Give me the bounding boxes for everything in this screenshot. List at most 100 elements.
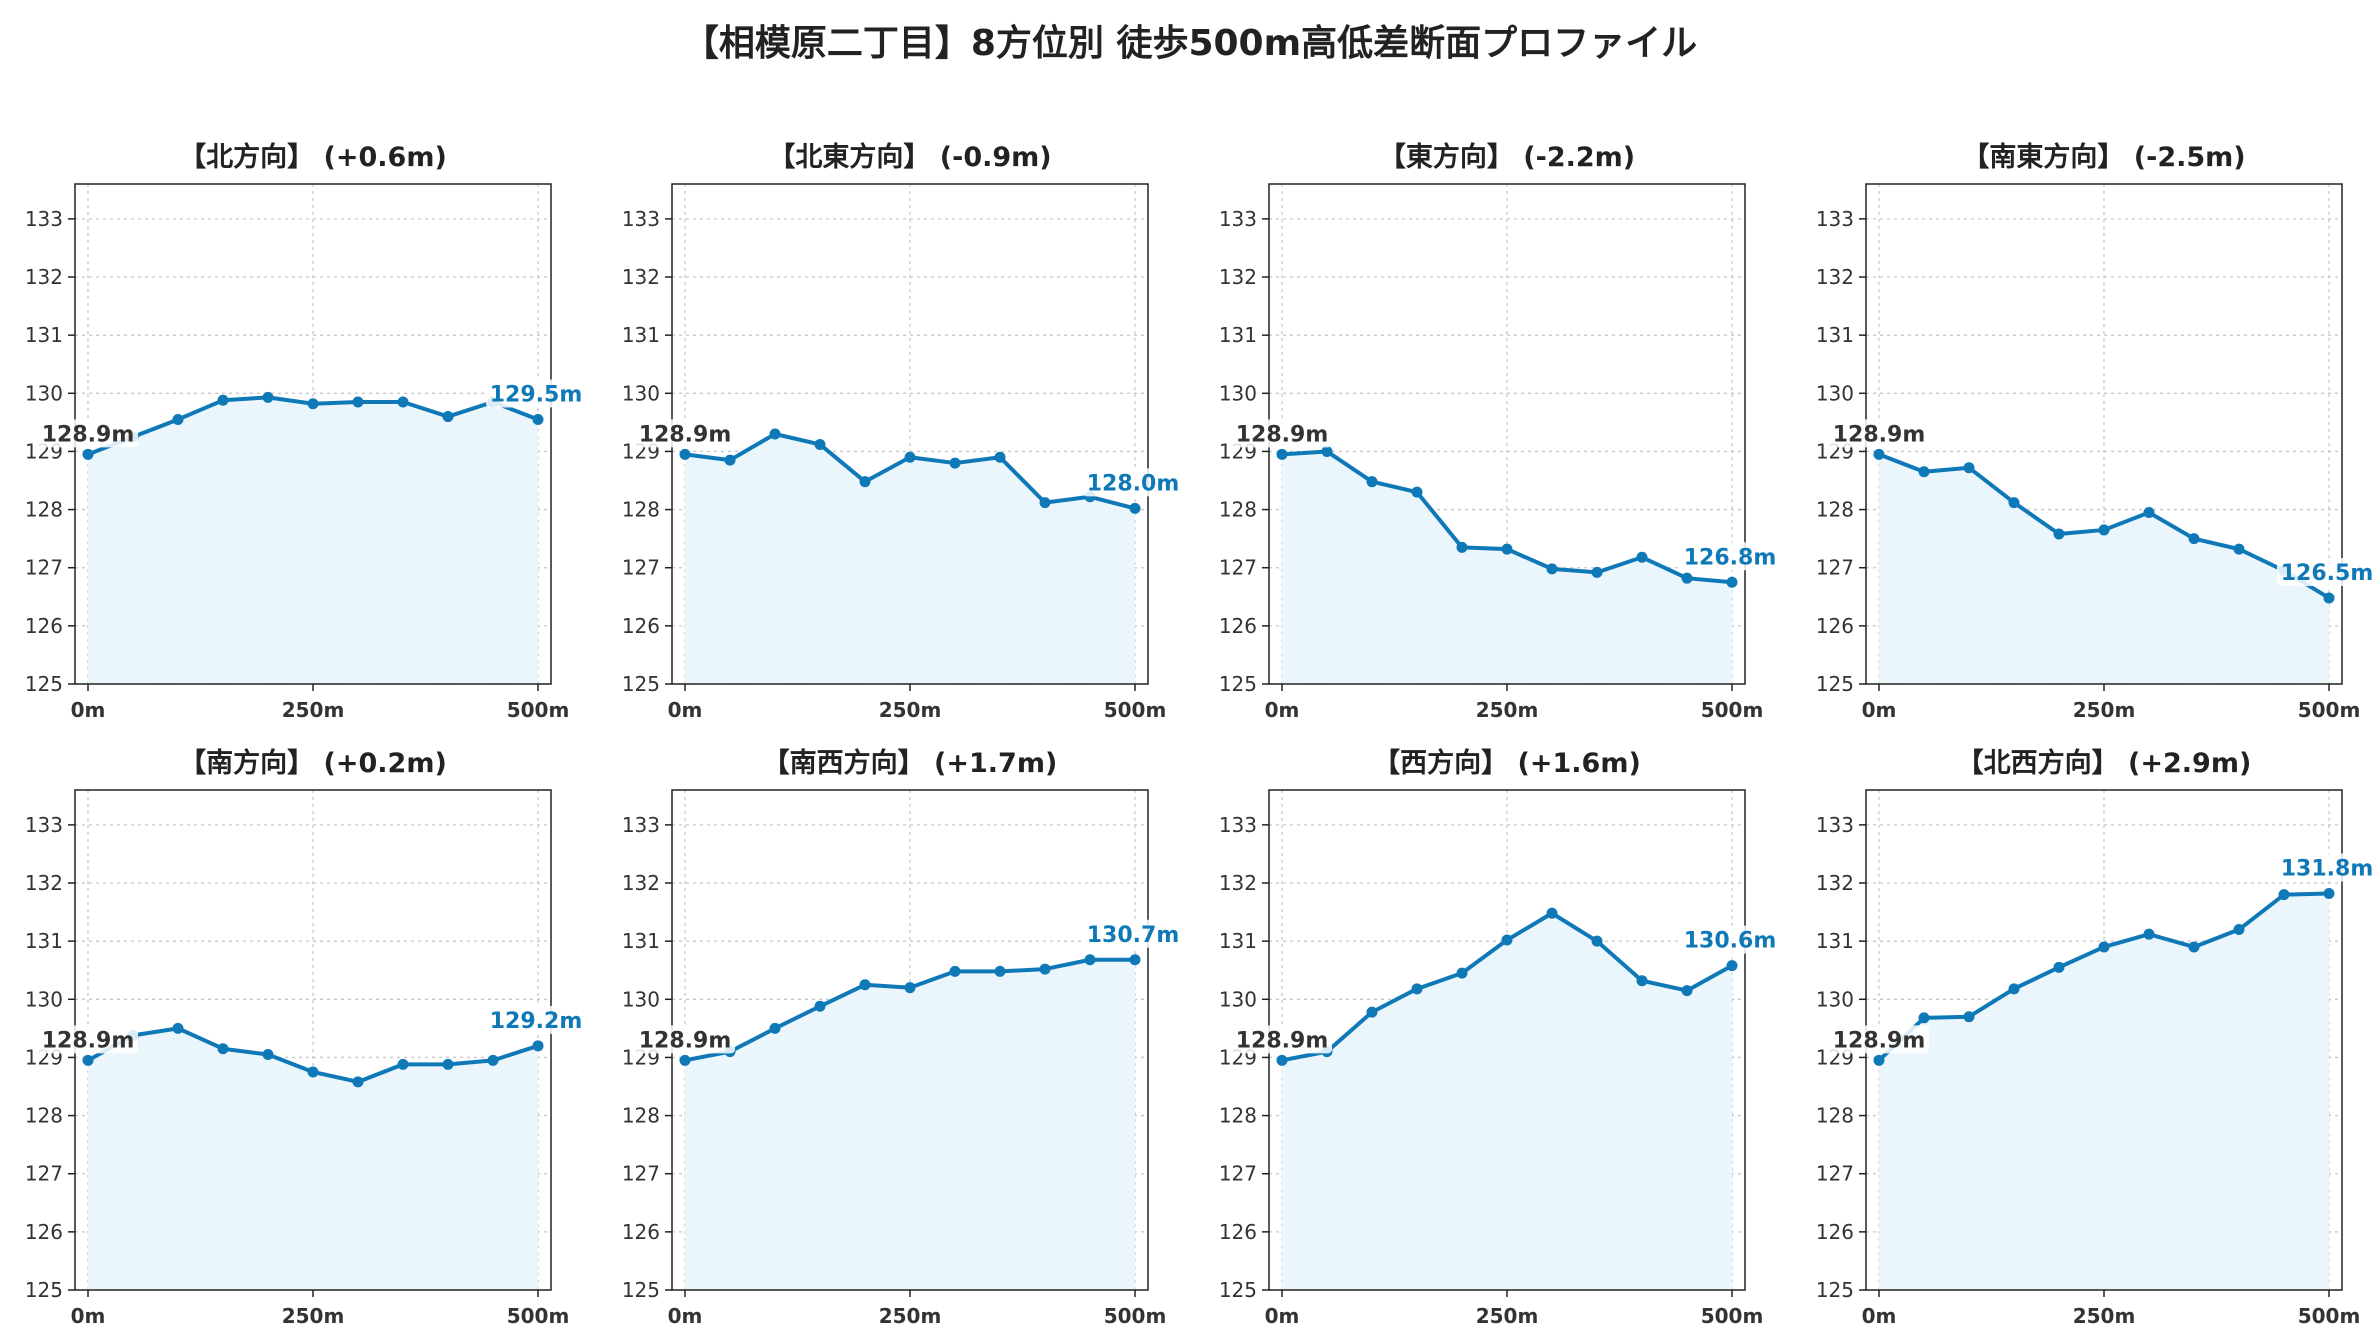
data-point [1918, 466, 1930, 478]
data-point [532, 413, 544, 425]
y-tick-label: 130 [25, 381, 63, 405]
data-point [1726, 576, 1738, 588]
y-tick-label: 128 [622, 498, 660, 522]
y-tick-label: 130 [25, 987, 63, 1011]
y-tick-label: 132 [1816, 871, 1854, 895]
start-elevation-label: 128.9m [639, 422, 732, 447]
x-tick-label: 500m [2298, 1304, 2361, 1328]
end-label-background [1083, 468, 1183, 497]
y-tick-label: 131 [622, 929, 660, 953]
data-point [1726, 960, 1738, 972]
start-elevation-label: 128.9m [42, 422, 135, 447]
data-point [1636, 975, 1648, 987]
y-tick-label: 132 [622, 265, 660, 289]
end-label-background [2277, 853, 2377, 882]
start-elevation-label: 128.9m [1236, 422, 1329, 447]
chart-panel-1: 【北方向】 (+0.6m)125126127128129130131132133… [25, 141, 586, 722]
chart-panel-2: 【北東方向】 (-0.9m)12512612712812913013113213… [622, 141, 1183, 722]
area-fill [685, 959, 1135, 1290]
area-fill [88, 1028, 538, 1290]
data-point [1411, 983, 1423, 995]
y-tick-label: 131 [1219, 323, 1257, 347]
y-tick-label: 132 [1219, 871, 1257, 895]
data-point [82, 1054, 94, 1066]
end-elevation-label: 128.0m [1087, 471, 1180, 496]
data-point [1681, 572, 1693, 584]
y-tick-label: 127 [1219, 1162, 1257, 1186]
y-tick-label: 125 [1219, 1278, 1257, 1302]
data-point [1918, 1012, 1930, 1024]
end-label-background [1680, 542, 1780, 571]
y-tick-label: 125 [622, 1278, 660, 1302]
y-tick-label: 128 [622, 1104, 660, 1128]
start-label-background [1232, 419, 1332, 448]
area-fill [88, 397, 538, 684]
data-point [2008, 983, 2020, 995]
y-tick-label: 130 [1816, 987, 1854, 1011]
y-tick-label: 127 [25, 1162, 63, 1186]
data-point [1276, 448, 1288, 460]
x-tick-label: 0m [1265, 698, 1300, 722]
y-tick-label: 126 [622, 614, 660, 638]
x-tick-label: 0m [71, 698, 106, 722]
data-point [949, 457, 961, 469]
x-tick-label: 500m [507, 698, 570, 722]
data-point [397, 1058, 409, 1070]
data-point [904, 982, 916, 994]
y-tick-label: 130 [622, 987, 660, 1011]
x-tick-label: 250m [2073, 1304, 2136, 1328]
data-point [2053, 528, 2065, 540]
chart-panel-3: 【東方向】 (-2.2m)125126127128129130131132133… [1219, 141, 1780, 722]
data-point [442, 411, 454, 423]
y-tick-label: 126 [1219, 1220, 1257, 1244]
y-tick-label: 128 [1816, 498, 1854, 522]
start-label-background [635, 1025, 735, 1054]
data-point [82, 448, 94, 460]
data-point [1591, 935, 1603, 947]
data-point [1963, 462, 1975, 474]
y-tick-label: 126 [1816, 1220, 1854, 1244]
data-point [262, 1049, 274, 1061]
y-tick-label: 125 [1816, 672, 1854, 696]
y-tick-label: 127 [25, 556, 63, 580]
y-tick-label: 127 [1816, 556, 1854, 580]
y-tick-label: 127 [622, 1162, 660, 1186]
data-point [679, 448, 691, 460]
data-point [814, 1000, 826, 1012]
data-point [1546, 907, 1558, 919]
data-point [352, 396, 364, 408]
x-tick-label: 500m [1701, 1304, 1764, 1328]
y-tick-label: 133 [1816, 207, 1854, 231]
start-label-background [1232, 1025, 1332, 1054]
end-label-background [486, 379, 586, 408]
data-point [217, 1043, 229, 1055]
x-tick-label: 250m [879, 698, 942, 722]
x-tick-label: 0m [71, 1304, 106, 1328]
data-point [2143, 506, 2155, 518]
y-tick-label: 126 [1219, 614, 1257, 638]
end-label-background [1680, 925, 1780, 954]
y-tick-label: 131 [25, 929, 63, 953]
data-point [172, 413, 184, 425]
data-point [2188, 941, 2200, 953]
data-point [1501, 543, 1513, 555]
x-tick-label: 500m [1104, 698, 1167, 722]
y-tick-label: 127 [1219, 556, 1257, 580]
y-tick-label: 128 [1219, 498, 1257, 522]
y-tick-label: 131 [1816, 929, 1854, 953]
start-elevation-label: 128.9m [42, 1028, 135, 1053]
y-tick-label: 133 [1219, 207, 1257, 231]
chart-panel-6: 【南西方向】 (+1.7m)12512612712812913013113213… [622, 747, 1183, 1328]
data-point [217, 394, 229, 406]
end-elevation-label: 129.2m [490, 1009, 583, 1034]
data-point [2098, 524, 2110, 536]
x-tick-label: 250m [2073, 698, 2136, 722]
x-tick-label: 0m [1862, 698, 1897, 722]
data-point [859, 979, 871, 991]
data-point [1366, 476, 1378, 488]
data-point [352, 1076, 364, 1088]
panel-title: 【西方向】 (+1.6m) [1373, 747, 1641, 779]
data-point [1039, 963, 1051, 975]
data-point [994, 451, 1006, 463]
end-elevation-label: 126.8m [1684, 545, 1777, 570]
